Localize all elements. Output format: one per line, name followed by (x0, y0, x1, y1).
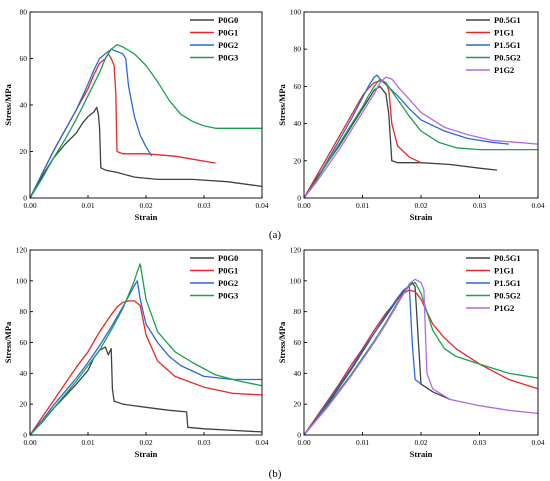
legend-label: P1G1 (494, 266, 514, 276)
x-tick-label: 0.00 (23, 438, 36, 447)
series-line-p0g2 (29, 280, 262, 436)
series-line-p1g2 (303, 76, 539, 199)
x-axis-title: Strain (410, 212, 433, 222)
y-tick-label: 40 (294, 369, 302, 378)
series-line-p0g2 (29, 48, 153, 199)
legend-label: P0.5G2 (494, 53, 521, 63)
legend-label: P0G2 (218, 278, 238, 288)
legend-label: P0G3 (218, 291, 238, 301)
legend-label: P1G2 (494, 65, 514, 75)
legend-label: P0G1 (218, 266, 238, 276)
y-tick-label: 100 (290, 276, 302, 285)
x-tick-label: 0.04 (255, 438, 268, 447)
x-tick-label: 0.01 (81, 201, 94, 210)
x-tick-label: 0.00 (297, 438, 310, 447)
y-tick-label: 80 (20, 8, 28, 17)
y-tick-label: 100 (290, 8, 302, 17)
x-axis-title: Strain (410, 449, 433, 459)
series-line-p0g1 (29, 53, 216, 199)
x-tick-label: 0.01 (356, 438, 369, 447)
y-axis-title: Stress/MPa (3, 321, 13, 363)
x-tick-label: 0.03 (473, 438, 486, 447)
x-tick-label: 0.03 (473, 201, 486, 210)
series-line-p1-5g1 (303, 284, 422, 436)
x-axis-title: Strain (135, 449, 158, 459)
x-tick-label: 0.01 (356, 201, 369, 210)
y-tick-label: 40 (20, 101, 28, 110)
y-tick-label: 60 (20, 54, 28, 63)
legend-label: P0G2 (218, 40, 238, 50)
caption-a: (a) (269, 229, 282, 241)
y-tick-label: 0 (297, 431, 301, 440)
series-line-p0g3 (29, 263, 263, 436)
legend-label: P1.5G1 (494, 40, 521, 50)
y-tick-label: 0 (297, 194, 301, 203)
x-tick-label: 0.02 (414, 438, 427, 447)
caption-b: (b) (269, 468, 282, 480)
chart-panel-a-left: 0.00 0.01 0.02 0.03 0.04 0 20 40 60 80 Strain Stres… (3, 8, 269, 223)
chart-panel-a-right: 0.00 0.01 0.02 0.03 0.04 0 20 40 60 80 100 Strain St… (277, 8, 545, 223)
chart-panel-b-left: 0.00 0.01 0.02 0.03 0.04 0 20 40 60 80 100 120 Strai… (3, 246, 269, 460)
series-line-p1-5g1 (303, 74, 509, 199)
x-tick-label: 0.04 (531, 201, 544, 210)
series-line-p0-5g2 (303, 78, 538, 199)
x-tick-label: 0.04 (255, 201, 268, 210)
x-tick-label: 0.03 (197, 438, 210, 447)
y-tick-label: 20 (294, 156, 302, 165)
y-tick-label: 80 (294, 45, 302, 54)
series-line-p0g1 (29, 300, 263, 436)
chart-panel-b-right: 0.00 0.01 0.02 0.03 0.04 0 20 40 60 80 100 120 Strai… (277, 246, 545, 460)
legend-label: P0G1 (218, 28, 238, 38)
legend-label: P1.5G1 (494, 278, 521, 288)
y-axis-title: Stress/MPa (277, 84, 287, 126)
legend-label: P0.5G1 (494, 15, 521, 25)
x-tick-label: 0.02 (414, 201, 427, 210)
series-line-p1g2 (303, 278, 539, 436)
x-tick-label: 0.02 (139, 201, 152, 210)
series-line-p1g1 (303, 80, 422, 199)
y-tick-label: 60 (20, 338, 28, 347)
series-line-p0g0 (29, 106, 263, 199)
y-tick-label: 120 (16, 246, 28, 255)
y-tick-label: 0 (23, 194, 27, 203)
y-tick-label: 60 (294, 338, 302, 347)
legend-label: P0.5G2 (494, 291, 521, 301)
y-tick-label: 80 (20, 307, 28, 316)
x-tick-label: 0.00 (23, 201, 36, 210)
y-tick-label: 100 (16, 276, 28, 285)
y-tick-label: 40 (20, 369, 28, 378)
y-axis-title: Stress/MPa (277, 321, 287, 363)
y-tick-label: 40 (294, 119, 302, 128)
x-tick-label: 0.02 (139, 438, 152, 447)
y-tick-label: 80 (294, 307, 302, 316)
y-tick-label: 20 (294, 400, 302, 409)
legend-label: P1G2 (494, 303, 514, 313)
series-line-p0-5g1 (303, 281, 451, 436)
legend-label: P0.5G1 (494, 253, 521, 263)
y-tick-label: 20 (20, 147, 28, 156)
x-tick-label: 0.01 (81, 438, 94, 447)
y-axis-title: Stress/MPa (3, 84, 13, 126)
series-line-p0g3 (29, 43, 262, 199)
y-tick-label: 120 (290, 246, 302, 255)
y-tick-label: 60 (294, 82, 302, 91)
legend-label: P0G0 (218, 253, 238, 263)
x-tick-label: 0.00 (297, 201, 310, 210)
x-tick-label: 0.03 (197, 201, 210, 210)
x-axis-title: Strain (135, 212, 158, 222)
legend-label: P1G1 (494, 28, 514, 38)
x-tick-label: 0.04 (531, 438, 544, 447)
legend-label: P0G3 (218, 53, 238, 63)
legend-label: P0G0 (218, 15, 238, 25)
series-line-p0g0 (29, 346, 263, 436)
y-tick-label: 0 (23, 431, 27, 440)
y-tick-label: 20 (20, 400, 28, 409)
